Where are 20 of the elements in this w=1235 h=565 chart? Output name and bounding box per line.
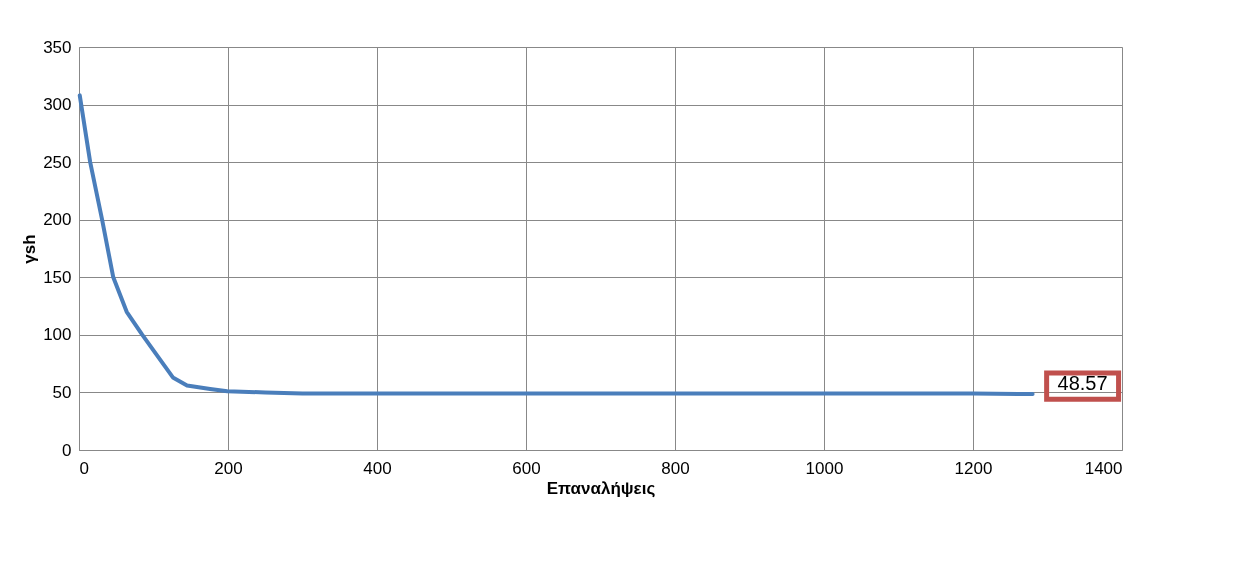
y-tick-label: 0	[62, 440, 72, 460]
x-tick-label: 600	[512, 458, 541, 478]
x-tick-label: 1200	[954, 458, 993, 478]
x-tick-label: 400	[363, 458, 392, 478]
y-tick-label: 150	[43, 267, 72, 287]
annotation: 48.57	[1057, 372, 1108, 395]
y-tick-label: 300	[43, 95, 72, 115]
y-tick-label: 50	[52, 382, 72, 402]
x-tick-label: 800	[661, 458, 690, 478]
x-tick-label: 1000	[805, 458, 844, 478]
x-tick-label: 0	[79, 458, 89, 478]
x-tick-label: 200	[214, 458, 243, 478]
y-tick-label: 200	[43, 210, 72, 230]
line-series	[77, 93, 1035, 397]
y-tick-label: 350	[43, 37, 72, 57]
y-axis-title: γsh	[20, 234, 40, 264]
y-tick-label: 250	[43, 152, 72, 172]
x-tick-label: 1400	[1084, 458, 1123, 478]
x-axis-title: Επαναλήψεις	[546, 478, 656, 498]
y-tick-label: 100	[43, 325, 72, 345]
